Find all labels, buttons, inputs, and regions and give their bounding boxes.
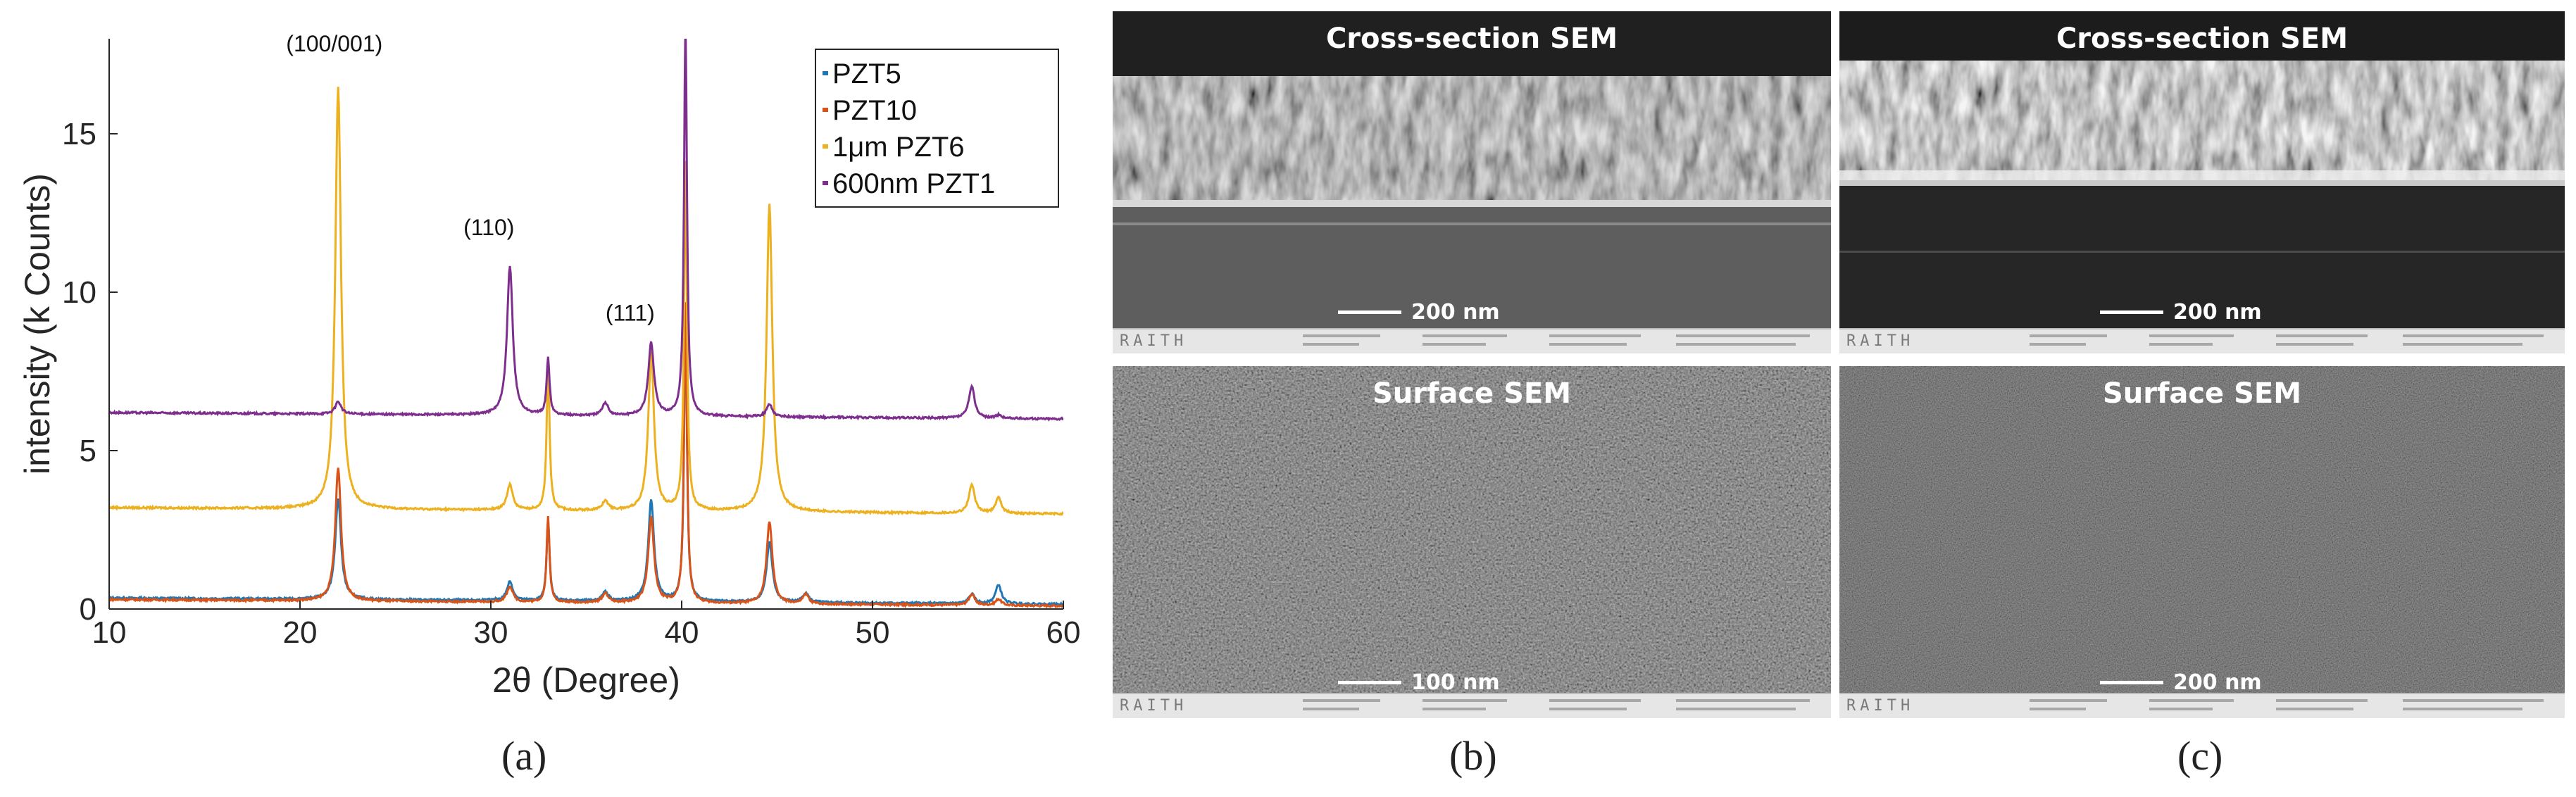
scale-bar: 200 nm [2100,300,2262,325]
scale-bar: 200 nm [1338,300,1500,325]
sem-image [1113,366,1831,718]
sem-title: Surface SEM [2102,377,2302,410]
sem-title: Cross-section SEM [2056,23,2349,55]
sem-info-bar: RAITH [1839,693,2565,718]
raith-logo: RAITH [1120,697,1188,715]
series-line-1-m-pzt6 [109,87,1063,517]
sem-image [1839,11,2565,330]
raith-logo: RAITH [1846,697,1915,715]
scale-bar: 100 nm [1338,670,1500,695]
scale-bar: 200 nm [2100,670,2262,695]
raith-logo: RAITH [1120,332,1188,350]
scale-bar-line [1338,681,1401,684]
annotation-layer: (100/001) (110) (111) [286,31,655,326]
caption-a: (a) [501,733,547,779]
axis-layer: 10 20 30 40 50 60 0 5 10 15 2θ (Degree) intensity (… [18,39,1080,700]
peak-annotation: (110) [463,215,514,240]
scale-bar-label: 200 nm [2173,670,2262,695]
series-line-600nm-pzt1 [109,39,1063,422]
x-tick-label: 50 [856,615,890,650]
raith-logo: RAITH [1846,332,1915,350]
x-tick-label: 40 [665,615,699,650]
legend-entry: 600nm PZT1 [832,168,995,199]
scale-bar-label: 200 nm [1411,300,1500,325]
legend-box [815,49,1059,208]
sem-info-bar: RAITH [1113,328,1831,353]
legend-entry: PZT10 [832,95,917,126]
legend: PZT5 PZT10 1μm PZT6 600nm PZT1 [815,49,1059,208]
y-tick-label: 10 [62,275,96,310]
caption-b: (b) [1449,733,1497,779]
peak-annotation: (100/001) [286,31,382,56]
scale-bar-line [2100,310,2163,314]
xrd-chart: 10 20 30 40 50 60 0 5 10 15 2θ (Degree) intensity (… [18,31,1080,700]
y-tick-label: 0 [80,592,96,627]
peak-annotation: (111) [606,301,655,326]
sem-title: Cross-section SEM [1325,23,1618,55]
x-axis-label: 2θ (Degree) [492,660,680,700]
x-tick-label: 60 [1046,615,1081,650]
scale-bar-line [1338,310,1401,314]
scale-bar-line [2100,681,2163,684]
legend-entry: PZT5 [832,58,901,89]
y-tick-label: 5 [80,434,96,468]
series-layer [109,39,1063,609]
x-tick-label: 10 [92,615,127,650]
sem-info-bar: RAITH [1113,693,1831,718]
sem-surface-c: Surface SEM 200 nm RAITH [1839,366,2565,718]
sem-title: Surface SEM [1372,377,1572,410]
series-line-pzt10 [109,302,1063,609]
series-line-pzt5 [109,315,1063,608]
x-tick-label: 20 [283,615,318,650]
caption-c: (c) [2177,733,2223,779]
y-tick-label: 15 [62,117,96,151]
scale-bar-label: 200 nm [2173,300,2262,325]
sem-cross-section-c: Cross-section SEM 200 nm RAITH [1839,11,2565,353]
sem-image [1839,366,2565,718]
sem-surface-b: Surface SEM 100 nm RAITH [1113,366,1831,718]
x-tick-label: 30 [474,615,508,650]
y-axis-label: intensity (k Counts) [18,173,57,475]
sem-image [1113,11,1831,330]
legend-entry: 1μm PZT6 [832,132,965,163]
sem-cross-section-b: Cross-section SEM 200 nm RAITH [1113,11,1831,353]
sem-info-bar: RAITH [1839,328,2565,353]
scale-bar-label: 100 nm [1411,670,1500,695]
